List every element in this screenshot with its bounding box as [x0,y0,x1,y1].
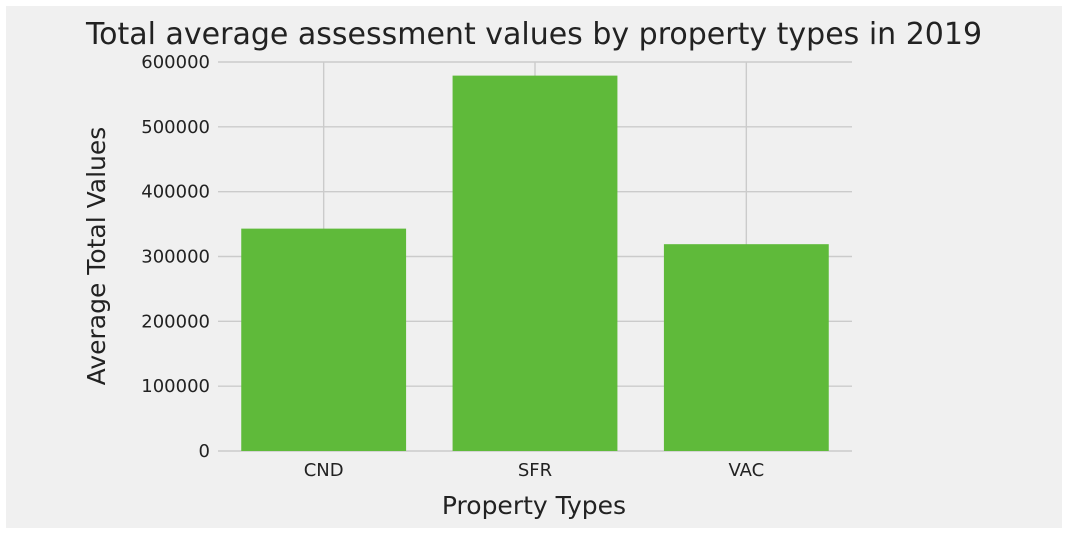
x-tick-labels: CND SFR VAC [304,460,764,481]
chart-title: Total average assessment values by prope… [85,17,982,52]
y-tick-labels: 0 100000 200000 300000 400000 500000 600000 [141,52,210,462]
bars [241,75,829,452]
x-axis-label: Property Types [442,491,626,520]
y-tick-label: 500000 [141,117,210,138]
x-tick-label: VAC [728,460,764,481]
y-tick-label: 600000 [141,52,210,73]
bar-vac [663,244,829,451]
y-tick-label: 100000 [141,376,210,397]
y-tick-label: 400000 [141,182,210,203]
y-tick-label: 200000 [141,311,210,332]
bar-sfr [452,75,618,452]
y-tick-label: 0 [199,441,210,462]
y-tick-label: 300000 [141,247,210,268]
bar-cnd [241,228,407,451]
x-tick-label: CND [304,460,344,481]
y-axis-label: Average Total Values [82,127,111,386]
x-tick-label: SFR [518,460,552,481]
